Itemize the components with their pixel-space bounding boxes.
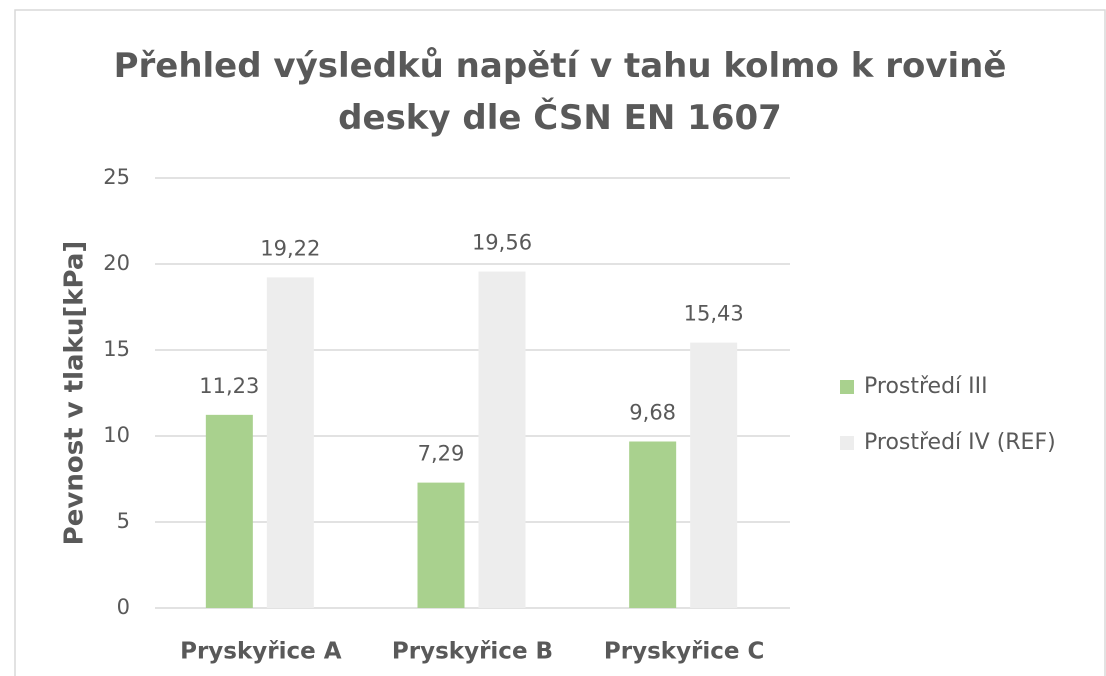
data-label: 7,29: [418, 442, 465, 466]
data-label: 15,43: [684, 302, 744, 326]
data-label: 11,23: [199, 374, 259, 398]
x-tick-label: Pryskyřice B: [392, 639, 553, 665]
bar: [478, 271, 526, 608]
legend-swatch: [840, 436, 854, 450]
bar: [266, 277, 314, 608]
data-label: 19,22: [260, 236, 320, 260]
data-label: 9,68: [629, 401, 676, 425]
data-label: 19,56: [472, 231, 532, 255]
y-tick-label: 10: [103, 423, 130, 447]
bar: [417, 482, 465, 608]
legend-swatch: [840, 380, 854, 394]
legend-label: Prostředí III: [864, 374, 988, 399]
legend-label: Prostředí IV (REF): [864, 430, 1056, 455]
chart-title: Přehled výsledků napětí v tahu kolmo k r…: [113, 46, 1007, 138]
x-tick-label: Pryskyřice C: [604, 639, 765, 665]
y-tick-label: 5: [117, 509, 130, 533]
y-tick-label: 25: [103, 165, 130, 189]
chart-border: [14, 9, 1106, 676]
x-tick-label: Pryskyřice A: [180, 639, 342, 665]
bar: [205, 414, 253, 608]
y-axis-label: Pevnost v tlaku[kPa]: [60, 241, 90, 546]
y-tick-label: 15: [103, 337, 130, 361]
bar: [629, 441, 677, 608]
bar: [690, 342, 738, 608]
y-tick-label: 20: [103, 251, 130, 275]
y-tick-label: 0: [117, 595, 130, 619]
